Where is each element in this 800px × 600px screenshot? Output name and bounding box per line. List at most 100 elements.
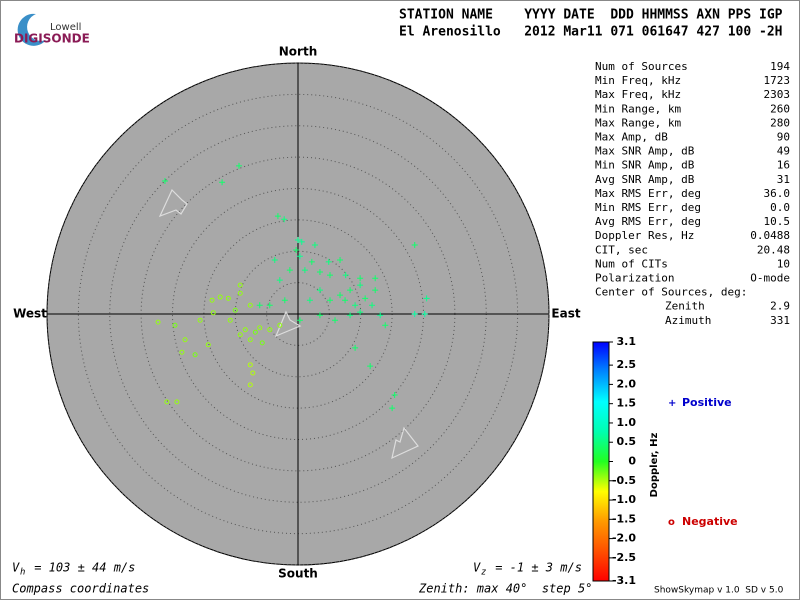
stat-value: 280: [770, 116, 790, 129]
header-labels: STATION NAME YYYY DATE DDD HHMMSS AXN PP…: [399, 8, 783, 23]
source-positive: [377, 312, 384, 319]
colorbar-tick-label: 2.5: [617, 358, 637, 371]
source-negative: [237, 332, 243, 338]
source-negative: [277, 322, 283, 328]
stat-value: 2303: [764, 88, 791, 101]
vz-text: = -1 ± 3 m/s: [488, 561, 582, 575]
colorbar: [592, 341, 610, 582]
stat-label: Azimuth: [665, 314, 711, 327]
colorbar-tick-label: 2.0: [617, 377, 637, 390]
colorbar-label: Doppler, Hz: [649, 433, 660, 498]
source-positive: [161, 177, 168, 184]
source-positive: [293, 246, 300, 253]
dir-west: West: [13, 307, 47, 321]
coords-note: Compass coordinates: [12, 582, 149, 596]
stat-value: 16: [777, 159, 790, 172]
source-positive: [337, 257, 344, 264]
stat-label: Min SNR Amp, dB: [595, 159, 695, 172]
source-positive: [298, 238, 305, 245]
source-positive: [423, 295, 430, 302]
source-positive: [325, 258, 332, 265]
source-positive: [332, 317, 339, 324]
stat-label: Min RMS Err, deg: [595, 201, 701, 214]
source-positive: [311, 241, 318, 248]
logo-top: Lowell: [50, 22, 81, 33]
stat-label: Doppler Res, Hz: [595, 229, 694, 242]
stat-label: CIT, sec: [595, 243, 648, 256]
stat-label: Max SNR Amp, dB: [595, 145, 695, 158]
stat-value: 36.0: [764, 187, 791, 200]
source-positive: [327, 272, 334, 279]
source-negative: [227, 317, 233, 323]
vz-symbol: V: [473, 561, 481, 575]
source-positive: [301, 267, 308, 274]
stat-label: Max Freq, kHz: [595, 88, 681, 101]
source-negative: [247, 382, 253, 388]
stat-value: 0.0: [770, 201, 790, 214]
source-negative: [192, 352, 198, 358]
source-positive: [271, 257, 278, 264]
logo-bottom: DIGISONDE: [14, 32, 90, 46]
stat-value: 260: [770, 102, 790, 115]
stat-value: O-mode: [750, 272, 790, 285]
source-positive: [362, 295, 369, 302]
stat-value: 331: [770, 314, 790, 327]
source-positive: [308, 258, 315, 265]
source-positive: [352, 302, 359, 309]
source-positive: [281, 297, 288, 304]
colorbar-tick-label: -2.5: [612, 551, 636, 564]
dir-east: East: [551, 307, 580, 321]
source-positive: [357, 282, 364, 289]
source-positive: [316, 312, 323, 319]
source-negative: [172, 322, 178, 328]
source-positive: [274, 213, 281, 220]
source-negative: [217, 294, 223, 300]
source-negative: [155, 319, 161, 325]
vz-sub: z: [481, 568, 486, 578]
source-positive: [369, 302, 376, 309]
stat-label: Num of CITs: [595, 257, 668, 270]
source-positive: [276, 277, 283, 284]
source-positive: [306, 297, 313, 304]
source-negative: [197, 317, 203, 323]
source-positive: [296, 253, 303, 260]
stat-value: 10: [777, 257, 790, 270]
source-negative: [237, 282, 243, 288]
stat-label: Center of Sources, deg:: [595, 286, 747, 299]
stat-label: Polarization: [595, 272, 674, 285]
source-negative: [164, 399, 170, 405]
stat-label: Max Range, km: [595, 116, 681, 129]
zenith-note: Zenith: max 40° step 5°: [418, 582, 592, 596]
source-negative: [225, 295, 231, 301]
legend-label: Negative: [682, 515, 738, 528]
stat-value: 0.0488: [750, 229, 790, 242]
source-negative: [252, 329, 258, 335]
source-negative: [259, 340, 265, 346]
source-positive: [389, 405, 396, 412]
source-positive: [236, 162, 243, 169]
source-negative: [257, 325, 263, 331]
vh-text: = 103 ± 44 m/s: [27, 561, 135, 575]
source-negative: [210, 310, 216, 316]
source-positive: [316, 287, 323, 294]
header-values: El Arenosillo 2012 Mar11 071 061647 427 …: [399, 25, 783, 40]
arrow-icon: [274, 310, 302, 338]
source-positive: [347, 287, 354, 294]
source-negative: [250, 370, 256, 376]
arrow-icon: [158, 188, 188, 218]
stat-label: Max RMS Err, deg: [595, 187, 701, 200]
colorbar-tick-label: 0.5: [617, 435, 637, 448]
source-positive: [372, 287, 379, 294]
source-positive: [295, 236, 301, 243]
colorbar-tick-label: -2.0: [612, 532, 636, 545]
source-positive: [372, 275, 379, 282]
stat-label: Avg RMS Err, deg: [595, 215, 701, 228]
arrow-icon: [391, 426, 419, 460]
source-positive: [256, 302, 263, 309]
stat-value: 49: [777, 145, 790, 158]
version: ShowSkymap v 1.0 SD v 5.0: [654, 586, 784, 596]
stat-value: 20.48: [757, 243, 790, 256]
source-negative: [237, 290, 243, 296]
source-positive: [327, 297, 334, 304]
